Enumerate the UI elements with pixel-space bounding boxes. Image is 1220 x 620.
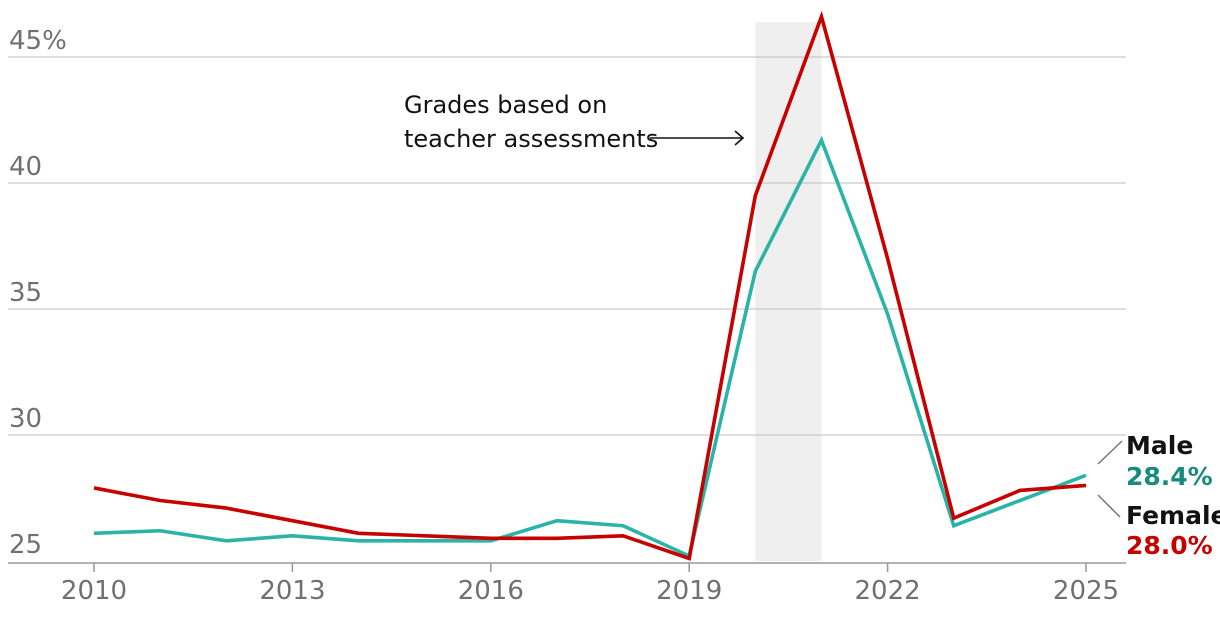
male-value-label: 28.4% bbox=[1126, 462, 1213, 491]
y-tick-label: 25 bbox=[9, 530, 42, 560]
x-tick-label: 2022 bbox=[855, 576, 921, 606]
series-line-male bbox=[93, 135, 1087, 559]
y-tick-label: 40 bbox=[9, 152, 42, 182]
y-tick-label: 30 bbox=[9, 404, 42, 434]
x-tick-label: 2010 bbox=[61, 576, 127, 606]
y-tick-label: 35 bbox=[9, 278, 42, 308]
x-tick-label: 2025 bbox=[1053, 576, 1119, 606]
female-label: Female bbox=[1126, 501, 1220, 530]
annotation-line-1: Grades based on bbox=[404, 91, 607, 119]
annotation: Grades based on teacher assessments bbox=[404, 91, 745, 153]
female-value-label: 28.0% bbox=[1126, 531, 1213, 560]
x-tick-label: 2019 bbox=[656, 576, 722, 606]
series-lines bbox=[93, 10, 1087, 561]
male-label: Male bbox=[1126, 431, 1193, 460]
annotation-line-2: teacher assessments bbox=[404, 125, 658, 153]
x-tick-label: 2016 bbox=[458, 576, 524, 606]
series-line-female bbox=[93, 10, 1087, 561]
end-labels: Male 28.4% Female 28.0% bbox=[1097, 431, 1220, 560]
x-axis-ticks: 2010 2013 2016 2019 2022 2025 bbox=[61, 563, 1119, 606]
male-leader-line bbox=[1097, 440, 1123, 465]
y-axis-ticks: 25 30 35 40 45% bbox=[9, 26, 67, 560]
y-tick-label: 45% bbox=[9, 26, 67, 56]
highlight-band bbox=[755, 22, 822, 561]
annotation-arrowhead-icon bbox=[734, 130, 745, 146]
gridlines bbox=[8, 56, 1126, 436]
x-tick-label: 2013 bbox=[259, 576, 325, 606]
female-leader-line bbox=[1097, 494, 1121, 518]
